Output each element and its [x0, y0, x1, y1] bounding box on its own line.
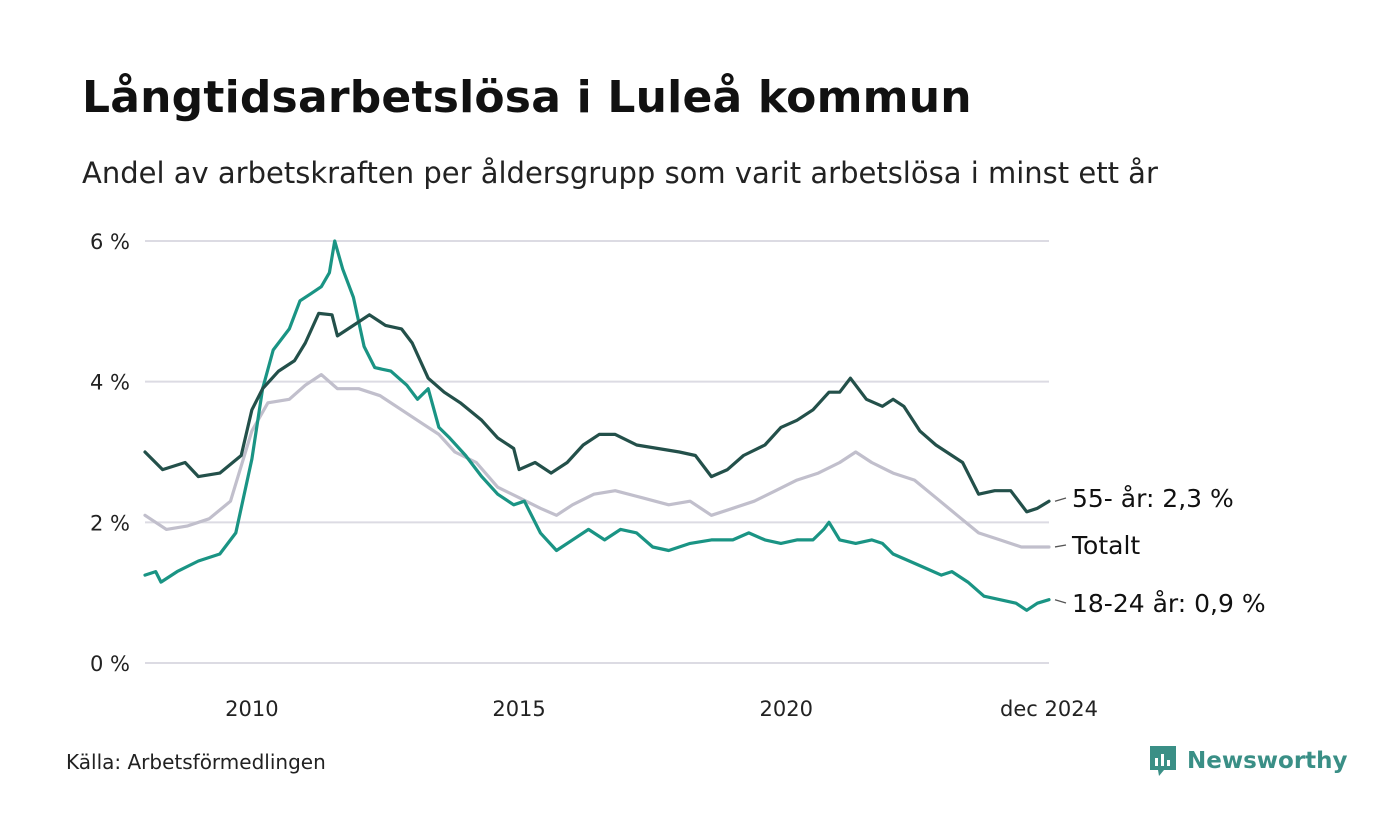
y-tick-label: 4 % — [90, 371, 130, 395]
brand-logo: Newsworthy — [1148, 744, 1348, 778]
source-note: Källa: Arbetsförmedlingen — [66, 750, 326, 774]
y-tick-label: 2 % — [90, 511, 130, 535]
chart-subtitle: Andel av arbetskraften per åldersgrupp s… — [82, 156, 1158, 190]
chart-title: Långtidsarbetslösa i Luleå kommun — [82, 72, 972, 123]
x-tick-label: dec 2024 — [1000, 697, 1098, 721]
y-tick-label: 0 % — [90, 652, 130, 676]
series-end-label: 18-24 år: 0,9 % — [1072, 589, 1266, 618]
brand-name: Newsworthy — [1187, 748, 1348, 774]
end-label-leader — [1054, 599, 1067, 604]
series-line-55-r — [143, 311, 1051, 514]
x-tick-label: 2020 — [760, 697, 813, 721]
y-tick-label: 6 % — [90, 230, 130, 254]
x-tick-label: 2010 — [225, 697, 278, 721]
series-end-label: 55- år: 2,3 % — [1072, 484, 1234, 513]
series-line-totalt — [143, 373, 1051, 549]
x-tick-label: 2015 — [492, 697, 545, 721]
newsworthy-logo-icon — [1150, 746, 1176, 776]
end-label-leader — [1054, 497, 1067, 502]
end-label-leader — [1054, 544, 1067, 548]
series-line-18-24-r — [143, 239, 1051, 612]
series-end-label: Totalt — [1071, 531, 1140, 560]
